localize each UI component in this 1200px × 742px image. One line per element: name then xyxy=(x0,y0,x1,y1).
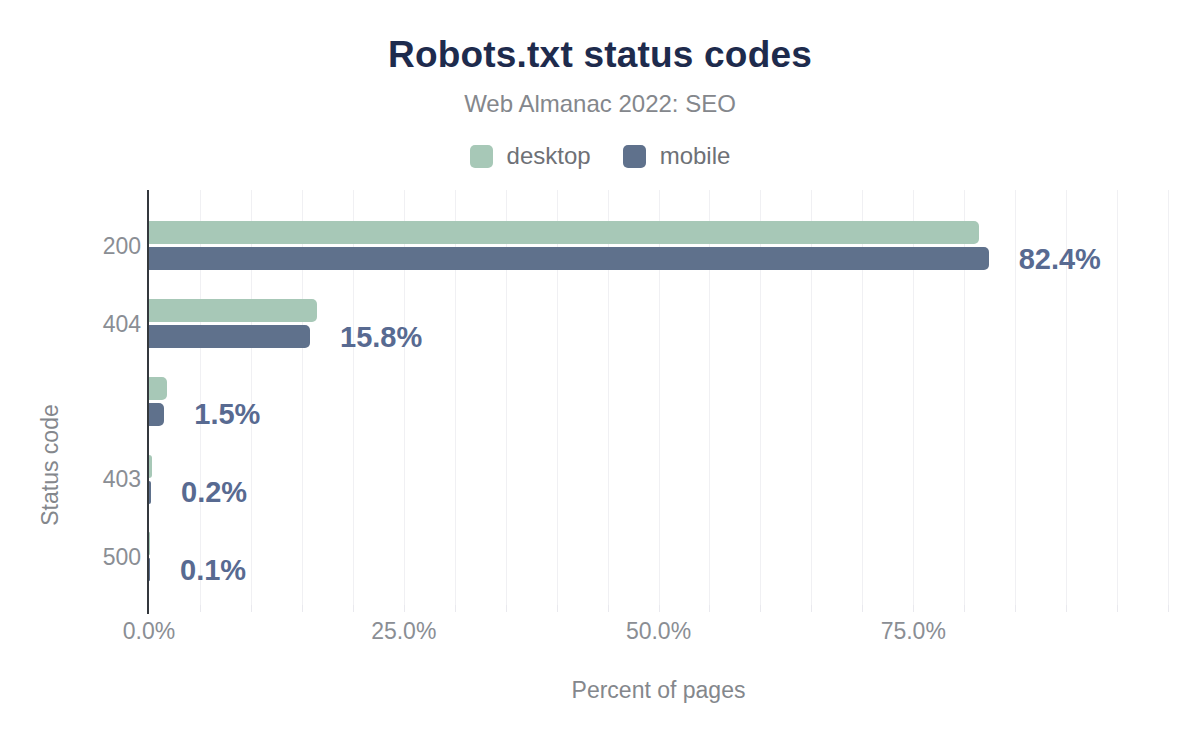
y-axis-line xyxy=(147,190,149,614)
gridline xyxy=(1015,190,1016,605)
legend: desktop mobile xyxy=(0,143,1200,169)
legend-item-mobile[interactable]: mobile xyxy=(623,143,731,169)
plot-area: 20082.4%40415.8%1.5%4030.2%5000.1%0.0%25… xyxy=(149,190,1168,605)
x-axis-title: Percent of pages xyxy=(149,676,1168,704)
bar-desktop-200[interactable] xyxy=(149,221,979,244)
bar-mobile-500[interactable] xyxy=(149,558,150,581)
value-label: 1.5% xyxy=(194,398,260,431)
axis-tick xyxy=(302,605,303,612)
axis-tick xyxy=(1066,605,1067,612)
axis-tick xyxy=(1117,605,1118,612)
bar-mobile-200[interactable] xyxy=(149,247,989,270)
y-axis-title: Status code xyxy=(37,404,64,525)
value-label: 0.1% xyxy=(180,553,246,586)
axis-tick xyxy=(404,605,405,612)
value-label: 0.2% xyxy=(181,476,247,509)
bar-desktop-403[interactable] xyxy=(149,455,152,478)
axis-tick xyxy=(1168,605,1169,612)
legend-item-desktop[interactable]: desktop xyxy=(470,143,591,169)
axis-tick xyxy=(455,605,456,612)
legend-swatch-mobile xyxy=(623,145,646,168)
legend-label-desktop: desktop xyxy=(507,143,591,169)
value-label: 82.4% xyxy=(1019,242,1101,275)
bar-desktop-500[interactable] xyxy=(149,532,150,555)
axis-tick xyxy=(709,605,710,612)
legend-swatch-desktop xyxy=(470,145,493,168)
gridline xyxy=(1168,190,1169,605)
axis-tick xyxy=(251,605,252,612)
x-tick-label: 25.0% xyxy=(371,618,436,644)
bar-desktop-row3[interactable] xyxy=(149,377,167,400)
bar-desktop-404[interactable] xyxy=(149,299,317,322)
axis-tick xyxy=(506,605,507,612)
chart-figure: Robots.txt status codes Web Almanac 2022… xyxy=(0,0,1200,742)
chart-title: Robots.txt status codes xyxy=(0,34,1200,76)
y-tick-label: 500 xyxy=(0,544,141,570)
axis-tick xyxy=(862,605,863,612)
value-label: 15.8% xyxy=(340,320,422,353)
legend-label-mobile: mobile xyxy=(660,143,731,169)
y-tick-label: 404 xyxy=(0,311,141,337)
bar-mobile-404[interactable] xyxy=(149,325,310,348)
axis-tick xyxy=(353,605,354,612)
x-tick-label: 50.0% xyxy=(626,618,691,644)
axis-tick xyxy=(964,605,965,612)
y-tick-label: 200 xyxy=(0,233,141,259)
y-tick-label: 403 xyxy=(0,466,141,492)
axis-tick xyxy=(760,605,761,612)
bar-mobile-403[interactable] xyxy=(149,481,151,504)
x-tick-label: 0.0% xyxy=(123,618,175,644)
chart-subtitle: Web Almanac 2022: SEO xyxy=(0,90,1200,118)
axis-tick xyxy=(557,605,558,612)
axis-tick xyxy=(1015,605,1016,612)
axis-tick xyxy=(811,605,812,612)
axis-tick xyxy=(200,605,201,612)
x-tick-label: 75.0% xyxy=(881,618,946,644)
axis-tick xyxy=(659,605,660,612)
axis-tick xyxy=(913,605,914,612)
gridline xyxy=(1117,190,1118,605)
bar-mobile-row3[interactable] xyxy=(149,403,164,426)
axis-tick xyxy=(608,605,609,612)
